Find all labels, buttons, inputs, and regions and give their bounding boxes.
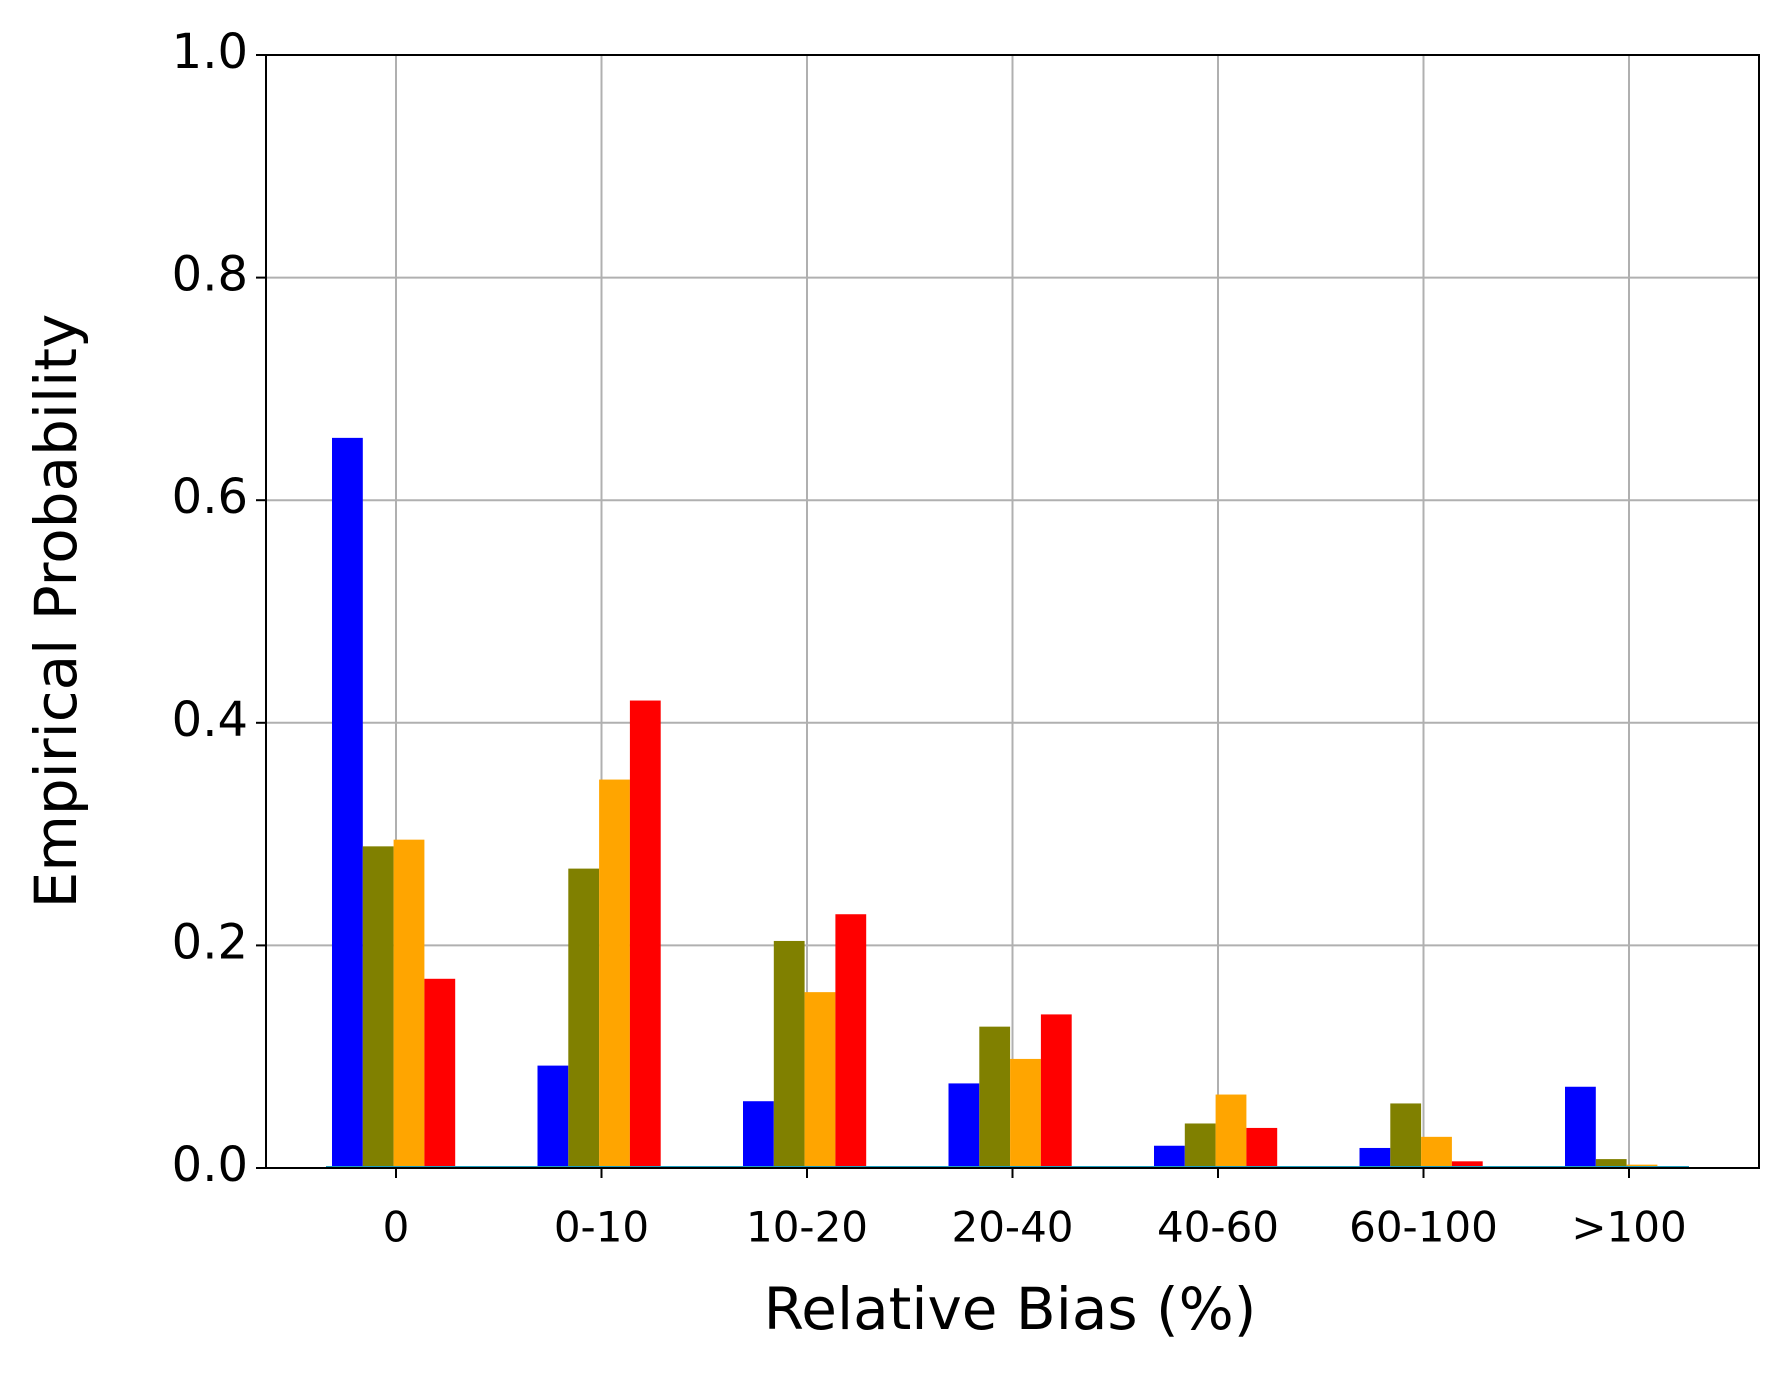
x-axis-label: Relative Bias (%): [764, 1275, 1257, 1343]
y-tick-label: 1.0: [172, 24, 248, 80]
bar: [393, 839, 425, 1168]
bar: [1451, 1161, 1483, 1168]
bar: [743, 1101, 774, 1168]
bar: [1010, 1058, 1041, 1168]
x-tick-label: 20-40: [951, 1203, 1073, 1252]
x-tick-label: 10-20: [746, 1203, 868, 1252]
bar: [804, 992, 836, 1168]
bar: [773, 940, 805, 1168]
bar: [1215, 1094, 1247, 1168]
bar: [1390, 1103, 1422, 1168]
x-tick-label: 60-100: [1349, 1203, 1498, 1252]
x-tick-label: >100: [1571, 1203, 1686, 1252]
bar: [568, 868, 600, 1168]
bar: [1421, 1136, 1452, 1168]
y-tick-label: 0.2: [172, 914, 248, 970]
x-tick-label: 40-60: [1157, 1203, 1279, 1252]
bar: [362, 846, 394, 1168]
bar: [835, 914, 867, 1168]
y-tick-label: 0.0: [172, 1137, 248, 1193]
bar: [1565, 1086, 1596, 1168]
plot-frame: [265, 54, 1760, 1169]
bar: [599, 779, 630, 1168]
y-tick-label: 0.6: [172, 469, 248, 525]
x-tick-label: 0: [383, 1203, 410, 1252]
bar: [1154, 1145, 1185, 1168]
bar: [1040, 1014, 1072, 1168]
bar: [1184, 1123, 1216, 1168]
y-axis-label: Empirical Probability: [22, 314, 90, 909]
x-tick-label: 0-10: [554, 1203, 649, 1252]
bar: [948, 1083, 980, 1168]
bar: [979, 1026, 1011, 1168]
bar: [1246, 1127, 1278, 1168]
bar: [537, 1065, 569, 1168]
y-tick-label: 0.4: [172, 692, 248, 748]
bar: [1359, 1147, 1391, 1168]
bar: [332, 437, 363, 1168]
y-tick-label: 0.8: [172, 247, 248, 303]
bar: [424, 978, 456, 1168]
bar: [1595, 1159, 1627, 1168]
bar: [629, 700, 661, 1168]
